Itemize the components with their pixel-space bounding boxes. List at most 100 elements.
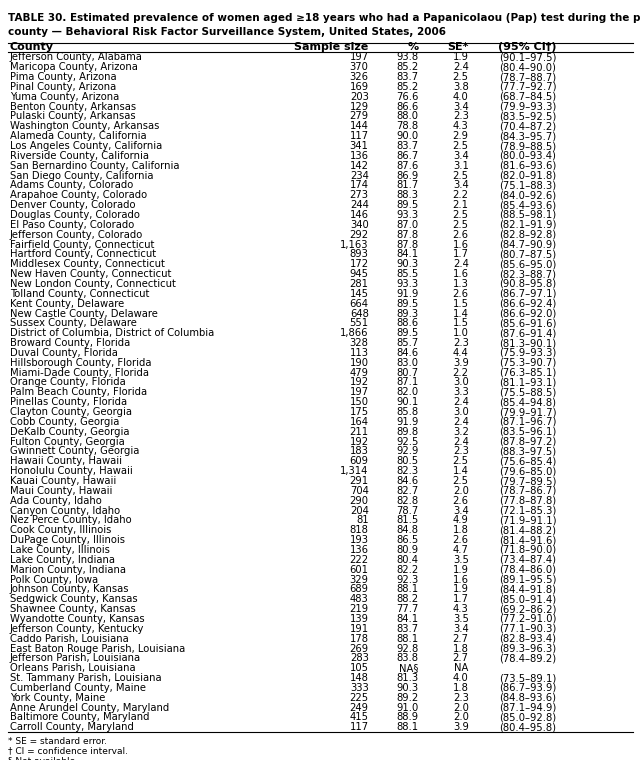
Text: (83.5–96.1): (83.5–96.1): [499, 427, 556, 437]
Text: County: County: [10, 43, 54, 52]
Text: 88.1: 88.1: [397, 722, 419, 733]
Text: Shawnee County, Kansas: Shawnee County, Kansas: [10, 604, 135, 614]
Text: 945: 945: [349, 269, 369, 279]
Text: (73.5–89.1): (73.5–89.1): [499, 673, 556, 683]
Text: Cumberland County, Maine: Cumberland County, Maine: [10, 683, 146, 693]
Text: 2.4: 2.4: [453, 397, 469, 407]
Text: 77.7: 77.7: [396, 604, 419, 614]
Text: 93.3: 93.3: [397, 210, 419, 220]
Text: Fairfield County, Connecticut: Fairfield County, Connecticut: [10, 239, 154, 249]
Text: NA: NA: [454, 663, 469, 673]
Text: 91.0: 91.0: [396, 703, 419, 713]
Text: (75.1–88.3): (75.1–88.3): [499, 180, 556, 191]
Text: (84.4–91.8): (84.4–91.8): [499, 584, 556, 594]
Text: 1.4: 1.4: [453, 309, 469, 318]
Text: 2.7: 2.7: [453, 634, 469, 644]
Text: 80.9: 80.9: [397, 545, 419, 555]
Text: Maricopa County, Arizona: Maricopa County, Arizona: [10, 62, 137, 72]
Text: (78.9–88.5): (78.9–88.5): [499, 141, 556, 151]
Text: Canyon County, Idaho: Canyon County, Idaho: [10, 505, 120, 515]
Text: 183: 183: [350, 446, 369, 457]
Text: Jefferson County, Kentucky: Jefferson County, Kentucky: [10, 624, 144, 634]
Text: TABLE 30. Estimated prevalence of women aged ≥18 years who had a Papanicolaou (P: TABLE 30. Estimated prevalence of women …: [8, 13, 641, 23]
Text: 1.6: 1.6: [453, 269, 469, 279]
Text: Baltimore County, Maryland: Baltimore County, Maryland: [10, 712, 149, 723]
Text: 1.9: 1.9: [453, 565, 469, 575]
Text: (86.6–92.0): (86.6–92.0): [499, 309, 556, 318]
Text: 244: 244: [350, 200, 369, 210]
Text: Palm Beach County, Florida: Palm Beach County, Florida: [10, 388, 147, 397]
Text: 341: 341: [350, 141, 369, 151]
Text: 87.0: 87.0: [397, 220, 419, 230]
Text: 483: 483: [350, 594, 369, 604]
Text: (78.4–89.2): (78.4–89.2): [499, 654, 556, 663]
Text: 117: 117: [349, 131, 369, 141]
Text: Denver County, Colorado: Denver County, Colorado: [10, 200, 135, 210]
Text: Pinal County, Arizona: Pinal County, Arizona: [10, 82, 116, 92]
Text: Miami-Dade County, Florida: Miami-Dade County, Florida: [10, 368, 149, 378]
Text: 893: 893: [350, 249, 369, 259]
Text: 234: 234: [350, 170, 369, 181]
Text: 1.4: 1.4: [453, 466, 469, 477]
Text: 269: 269: [349, 644, 369, 654]
Text: Arapahoe County, Colorado: Arapahoe County, Colorado: [10, 190, 147, 201]
Text: 3.0: 3.0: [453, 407, 469, 417]
Text: (75.3–90.7): (75.3–90.7): [499, 358, 556, 368]
Text: 4.3: 4.3: [453, 122, 469, 131]
Text: York County, Maine: York County, Maine: [10, 693, 105, 703]
Text: 609: 609: [349, 456, 369, 467]
Text: 225: 225: [349, 693, 369, 703]
Text: 139: 139: [349, 614, 369, 624]
Text: (81.3–90.1): (81.3–90.1): [499, 338, 556, 348]
Text: Kent County, Delaware: Kent County, Delaware: [10, 299, 124, 309]
Text: (80.4–95.8): (80.4–95.8): [499, 722, 556, 733]
Text: 81.5: 81.5: [396, 515, 419, 525]
Text: Jefferson County, Alabama: Jefferson County, Alabama: [10, 52, 142, 62]
Text: 169: 169: [349, 82, 369, 92]
Text: 3.5: 3.5: [453, 555, 469, 565]
Text: (76.3–85.1): (76.3–85.1): [499, 368, 556, 378]
Text: 328: 328: [350, 338, 369, 348]
Text: Pulaski County, Arkansas: Pulaski County, Arkansas: [10, 112, 135, 122]
Text: 117: 117: [349, 722, 369, 733]
Text: 93.3: 93.3: [397, 279, 419, 289]
Text: 150: 150: [349, 397, 369, 407]
Text: District of Columbia, District of Columbia: District of Columbia, District of Columb…: [10, 328, 214, 338]
Text: 219: 219: [349, 604, 369, 614]
Text: 175: 175: [349, 407, 369, 417]
Text: DuPage County, Illinois: DuPage County, Illinois: [10, 535, 124, 545]
Text: 2.0: 2.0: [453, 712, 469, 723]
Text: 2.2: 2.2: [453, 190, 469, 201]
Text: (75.9–93.3): (75.9–93.3): [499, 348, 556, 358]
Text: 93.8: 93.8: [397, 52, 419, 62]
Text: Cobb County, Georgia: Cobb County, Georgia: [10, 417, 119, 427]
Text: 3.4: 3.4: [453, 151, 469, 161]
Text: %: %: [408, 43, 419, 52]
Text: DeKalb County, Georgia: DeKalb County, Georgia: [10, 427, 129, 437]
Text: 1.7: 1.7: [453, 594, 469, 604]
Text: Jefferson County, Colorado: Jefferson County, Colorado: [10, 230, 143, 239]
Text: Sample size: Sample size: [294, 43, 369, 52]
Text: 479: 479: [349, 368, 369, 378]
Text: (77.8–87.8): (77.8–87.8): [499, 496, 556, 505]
Text: (81.6–93.6): (81.6–93.6): [499, 160, 556, 171]
Text: NA§: NA§: [399, 663, 419, 673]
Text: Middlesex County, Connecticut: Middlesex County, Connecticut: [10, 259, 165, 269]
Text: (78.7–86.7): (78.7–86.7): [499, 486, 556, 496]
Text: 3.5: 3.5: [453, 614, 469, 624]
Text: 85.2: 85.2: [396, 82, 419, 92]
Text: 2.3: 2.3: [453, 338, 469, 348]
Text: 2.3: 2.3: [453, 693, 469, 703]
Text: (86.7–93.9): (86.7–93.9): [499, 683, 556, 693]
Text: 90.1: 90.1: [396, 397, 419, 407]
Text: 1.6: 1.6: [453, 575, 469, 584]
Text: 2.0: 2.0: [453, 486, 469, 496]
Text: 197: 197: [349, 52, 369, 62]
Text: 164: 164: [349, 417, 369, 427]
Text: 84.1: 84.1: [397, 614, 419, 624]
Text: 85.2: 85.2: [396, 62, 419, 72]
Text: San Diego County, California: San Diego County, California: [10, 170, 153, 181]
Text: Washington County, Arkansas: Washington County, Arkansas: [10, 122, 159, 131]
Text: (82.8–93.4): (82.8–93.4): [499, 634, 556, 644]
Text: 283: 283: [350, 654, 369, 663]
